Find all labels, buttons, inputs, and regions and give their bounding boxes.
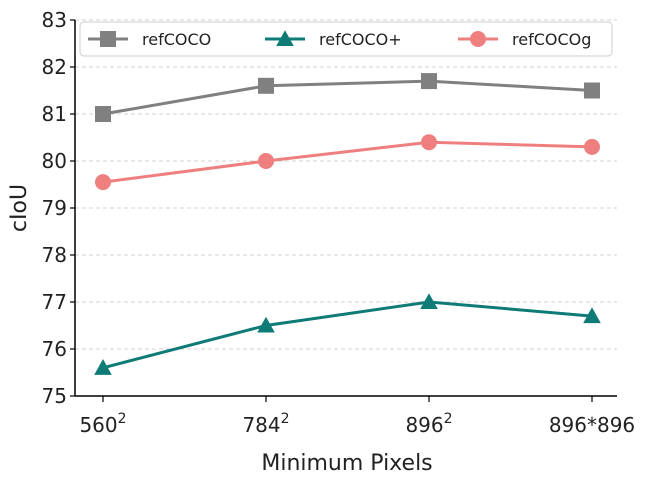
y-axis-title: cIoU	[7, 184, 32, 232]
y-tick-label: 76	[42, 337, 67, 361]
series-layer	[94, 73, 601, 375]
point-refcoco-plus	[420, 293, 438, 310]
legend-box	[79, 21, 613, 57]
point-refcoco	[584, 82, 600, 99]
point-refcoco	[258, 77, 274, 94]
series-line-refcocog	[102, 140, 593, 184]
point-refcoco-plus	[583, 307, 601, 324]
x-tick-label: 8962	[405, 411, 452, 437]
point-refcoco	[95, 106, 111, 122]
legend-label-refcoco-plus: refCOCO+	[319, 30, 402, 49]
y-tick-label: 79	[42, 196, 67, 220]
series-line-refcoco	[102, 79, 593, 116]
axes-layer: 75 76 77 78 79 80 81 82 83 5602 7842 8962 896*896	[42, 8, 636, 437]
y-tick-label: 82	[42, 55, 67, 79]
legend: refCOCO refCOCO+ refCOCOg	[79, 21, 613, 57]
point-refcoco-plus	[94, 359, 112, 375]
y-tick-label: 80	[42, 149, 67, 173]
y-tick-label: 81	[42, 102, 67, 126]
point-refcocog	[95, 174, 111, 191]
point-refcoco	[421, 73, 437, 90]
point-refcocog	[421, 134, 437, 151]
grid-layer	[75, 19, 617, 350]
series-line-refcoco-plus	[102, 300, 593, 370]
x-axis-title: Minimum Pixels	[261, 451, 432, 476]
y-tick-label: 77	[42, 290, 67, 314]
legend-marker-refcoco-plus	[276, 30, 294, 47]
y-tick-label: 78	[42, 243, 67, 267]
point-refcocog	[584, 138, 600, 155]
x-tick-label: 5602	[79, 411, 126, 437]
legend-label-refcocog: refCOCOg	[512, 30, 591, 49]
y-tick-label: 75	[42, 384, 67, 408]
legend-label-refcoco: refCOCO	[142, 30, 211, 49]
point-refcoco-plus	[257, 316, 275, 333]
point-refcocog	[258, 153, 274, 169]
x-tick-label: 896*896	[549, 413, 635, 437]
legend-marker-refcocog	[470, 31, 486, 47]
legend-marker-refcoco	[100, 31, 116, 47]
y-tick-label: 83	[42, 8, 67, 32]
x-tick-label: 7842	[242, 411, 289, 437]
